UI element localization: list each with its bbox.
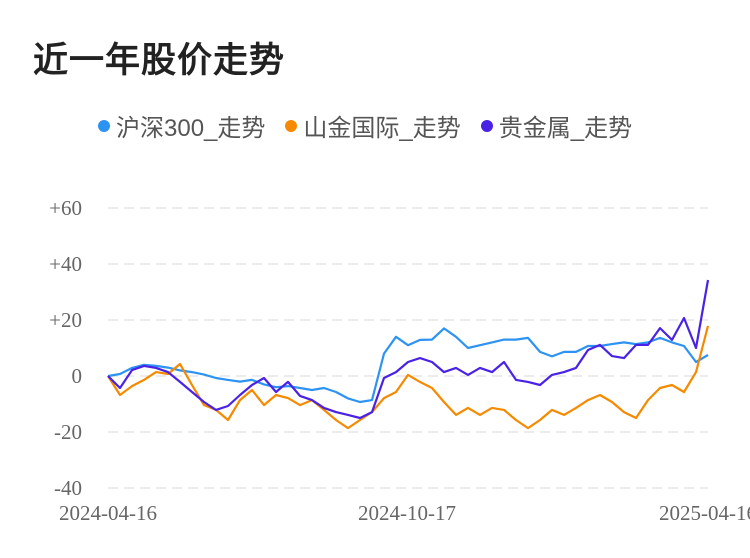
legend-item-shanjin[interactable]: 山金国际_走势 (285, 108, 461, 143)
y-tick-label: +60 (49, 196, 82, 220)
x-tick-label: 2024-04-16 (59, 501, 157, 525)
legend-label: 山金国际_走势 (303, 115, 461, 142)
legend: 沪深300_走势 山金国际_走势 贵金属_走势 (98, 108, 632, 143)
legend-label: 贵金属_走势 (498, 115, 633, 142)
y-tick-label: +20 (49, 308, 82, 332)
y-tick-label: +40 (49, 252, 82, 276)
x-tick-label: 2025-04-16 (659, 501, 750, 525)
legend-dot-icon (480, 119, 493, 132)
chart-title: 近一年股价走势 (33, 41, 286, 80)
y-tick-label: -40 (54, 476, 82, 500)
series-line-2 (107, 279, 710, 420)
legend-label: 沪深300_走势 (116, 115, 266, 142)
legend-dot-icon (285, 119, 298, 132)
legend-item-precious-metals[interactable]: 贵金属_走势 (480, 108, 633, 143)
series-line-1 (107, 325, 710, 430)
legend-dot-icon (98, 119, 110, 132)
x-tick-label: 2024-10-17 (358, 501, 456, 525)
legend-item-hs300[interactable]: 沪深300_走势 (98, 108, 265, 143)
y-tick-label: -20 (54, 420, 82, 444)
series-line-0 (107, 327, 709, 404)
y-tick-label: 0 (72, 364, 83, 388)
